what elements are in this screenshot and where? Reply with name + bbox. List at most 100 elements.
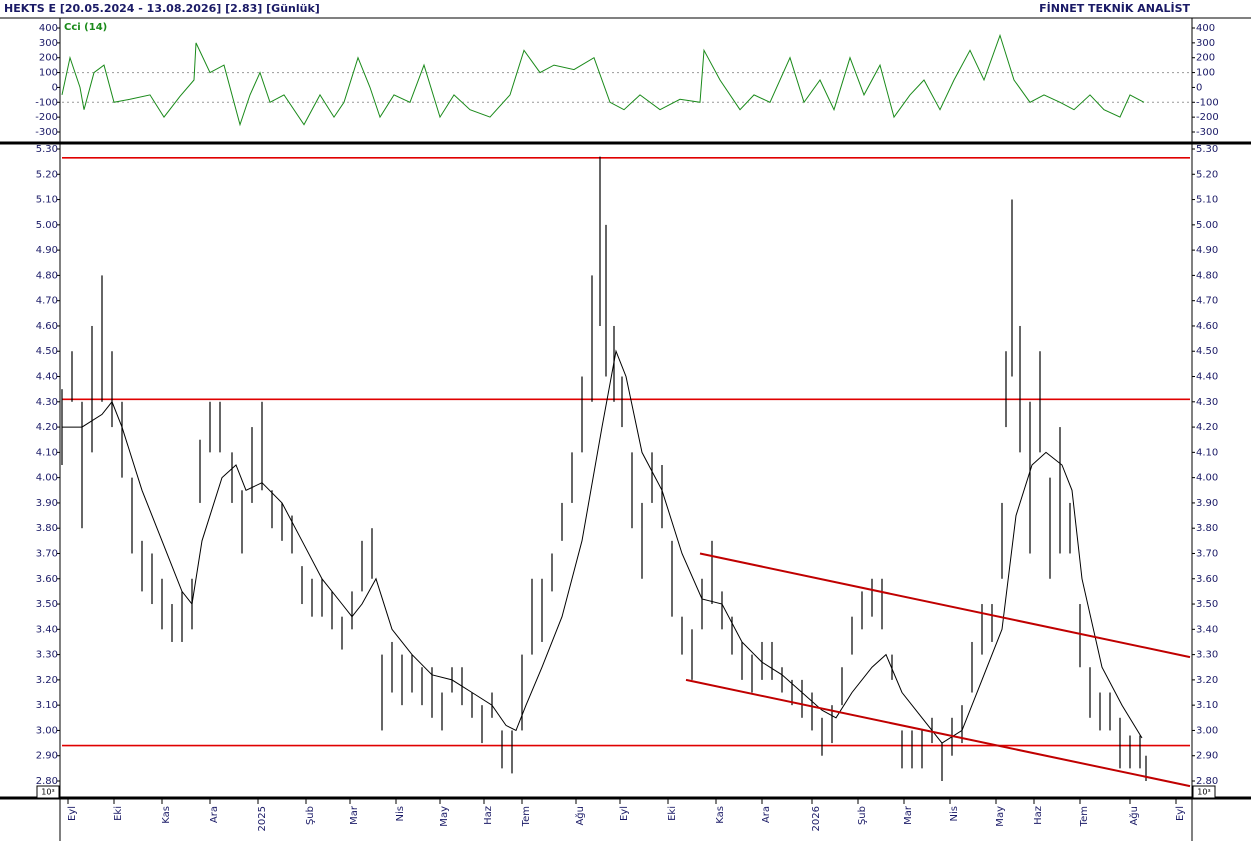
x-tick-label: Şub: [305, 806, 316, 825]
y-tick-label: 300: [39, 38, 58, 49]
y-tick-label: -300: [35, 127, 58, 138]
y-tick-label: 3.70: [36, 548, 58, 559]
y-tick-label: 3.60: [36, 574, 58, 585]
x-tick-label: 2026: [811, 806, 822, 831]
y-tick-label: 400: [39, 23, 58, 34]
y-tick-label: 4.50: [1196, 346, 1218, 357]
x-tick-label: Eki: [113, 806, 124, 821]
y-tick-label: 100: [39, 68, 58, 79]
x-tick-label: Eki: [667, 806, 678, 821]
y-tick-label: 4.00: [1196, 473, 1218, 484]
y-tick-label: 4.90: [1196, 245, 1218, 256]
y-tick-label: 300: [1196, 38, 1215, 49]
x-tick-label: Eyl: [619, 806, 630, 821]
y-tick-label: 4.80: [1196, 270, 1218, 281]
header-brand: FİNNET TEKNİK ANALİST: [1039, 1, 1190, 15]
y-tick-label: -300: [1196, 127, 1219, 138]
y-tick-label: 2.90: [36, 751, 58, 762]
y-tick-label: 3.90: [1196, 498, 1218, 509]
header-title: HEKTS E [20.05.2024 - 13.08.2026] [2.83]…: [4, 2, 320, 15]
x-tick-label: Ara: [761, 806, 772, 823]
x-tick-label: Nis: [395, 806, 406, 821]
x-tick-label: Ara: [209, 806, 220, 823]
x-tick-label: Eyl: [67, 806, 78, 821]
y-tick-label: 3.10: [36, 700, 58, 711]
x-tick-label: Ağu: [574, 806, 586, 826]
y-tick-label: 4.70: [36, 296, 58, 307]
x-tick-label: Kas: [161, 806, 172, 824]
y-tick-label: 3.90: [36, 498, 58, 509]
y-tick-label: 5.00: [1196, 220, 1218, 231]
unit-box: [1192, 785, 1216, 799]
y-tick-label: 4.50: [36, 346, 58, 357]
y-tick-label: -200: [1196, 112, 1219, 123]
y-tick-label: 5.10: [1196, 195, 1218, 206]
cci-line: [61, 33, 1145, 127]
y-tick-label: 3.50: [36, 599, 58, 610]
y-tick-label: 3.10: [1196, 700, 1218, 711]
legend-label: Cci (14): [64, 22, 107, 33]
y-tick-label: 3.80: [36, 523, 58, 534]
trend-line: [685, 678, 1191, 788]
y-tick-label: 0: [1196, 82, 1202, 93]
y-tick-label: 3.30: [36, 650, 58, 661]
y-tick-label: 4.90: [36, 245, 58, 256]
x-tick-label: Haz: [483, 806, 494, 825]
y-tick-label: 4.20: [36, 422, 58, 433]
unit-box: [36, 785, 60, 799]
x-tick-label: May: [995, 806, 1006, 827]
y-tick-label: 4.60: [36, 321, 58, 332]
y-tick-label: 4.80: [36, 270, 58, 281]
x-tick-label: Tem: [521, 806, 532, 827]
x-tick-label: Mar: [903, 805, 914, 825]
y-tick-label: 2.90: [1196, 751, 1218, 762]
x-tick-label: Kas: [715, 806, 726, 824]
y-tick-label: 3.00: [1196, 725, 1218, 736]
y-tick-label: 5.20: [36, 169, 58, 180]
y-tick-label: 4.20: [1196, 422, 1218, 433]
x-tick-label: Şub: [857, 806, 868, 825]
y-tick-label: 3.40: [1196, 624, 1218, 635]
y-tick-label: 3.50: [1196, 599, 1218, 610]
y-tick-label: 4.30: [36, 397, 58, 408]
y-tick-label: 5.30: [36, 144, 58, 155]
y-tick-label: 4.60: [1196, 321, 1218, 332]
y-tick-label: 3.80: [1196, 523, 1218, 534]
y-tick-label: 5.20: [1196, 169, 1218, 180]
y-tick-label: 5.10: [36, 195, 58, 206]
x-tick-label: Nis: [949, 806, 960, 821]
y-tick-label: 2.80: [36, 776, 58, 787]
y-tick-label: 3.00: [36, 725, 58, 736]
y-tick-label: 4.30: [1196, 397, 1218, 408]
y-tick-label: -200: [35, 112, 58, 123]
y-tick-label: 3.30: [1196, 650, 1218, 661]
moving-average: [62, 349, 1143, 744]
y-tick-label: 200: [1196, 53, 1215, 64]
y-tick-label: 3.40: [36, 624, 58, 635]
y-tick-label: 4.40: [36, 372, 58, 383]
y-tick-label: 3.60: [1196, 574, 1218, 585]
y-tick-label: 100: [1196, 68, 1215, 79]
x-tick-label: Tem: [1079, 806, 1090, 827]
x-tick-label: May: [439, 806, 450, 827]
y-tick-label: 3.70: [1196, 548, 1218, 559]
x-tick-label: Ağu: [1128, 806, 1140, 826]
y-tick-label: 4.10: [1196, 447, 1218, 458]
unit-label: 10³: [41, 788, 54, 797]
x-tick-label: Eyl: [1175, 806, 1186, 821]
y-tick-label: 400: [1196, 23, 1215, 34]
y-tick-label: -100: [1196, 97, 1219, 108]
y-tick-label: 3.20: [36, 675, 58, 686]
y-tick-label: 4.00: [36, 473, 58, 484]
y-tick-label: 2.80: [1196, 776, 1218, 787]
unit-label: 10³: [1197, 788, 1210, 797]
y-tick-label: 3.20: [1196, 675, 1218, 686]
x-tick-label: Haz: [1033, 806, 1044, 825]
y-tick-label: 5.00: [36, 220, 58, 231]
y-tick-label: 4.70: [1196, 296, 1218, 307]
y-tick-label: 0: [52, 82, 58, 93]
trend-line: [699, 552, 1191, 659]
y-tick-label: 4.10: [36, 447, 58, 458]
